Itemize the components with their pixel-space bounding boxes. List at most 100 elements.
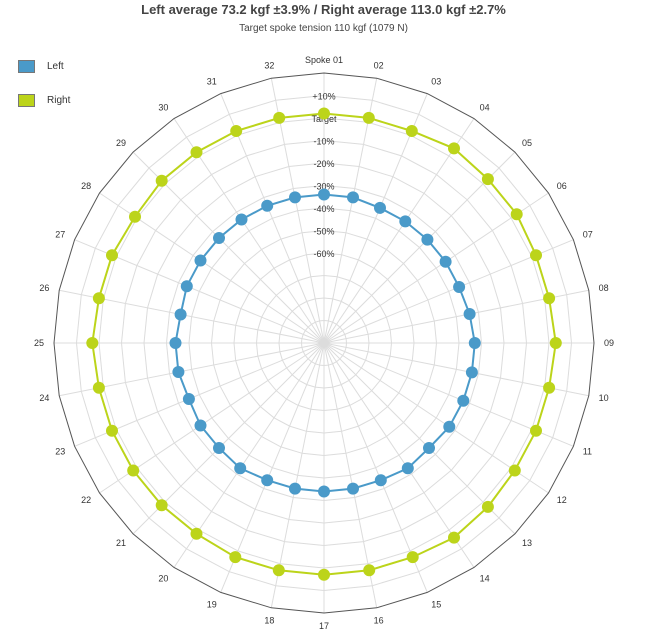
data-point-left [289,482,301,495]
data-point-right [363,564,376,577]
data-point-right [481,173,494,186]
data-point-left [374,474,387,487]
grid-spoke [323,192,549,344]
category-label: 03 [431,77,441,87]
radial-axis-label: -40% [313,204,334,214]
category-label: 26 [39,283,49,293]
data-point-left [347,482,359,495]
category-label: 09 [604,338,614,348]
data-point-left [401,462,414,475]
data-point-right [318,107,330,120]
data-point-left [453,281,466,293]
category-label: 13 [522,538,532,548]
category-label: 18 [264,616,274,626]
legend-swatch-right [18,94,35,107]
category-label: 19 [207,600,217,610]
data-point-left [182,393,195,405]
data-point-right [543,381,556,394]
data-point-left [194,254,207,267]
data-point-left [318,188,330,201]
category-label: 22 [81,495,91,505]
data-point-right [481,500,494,513]
category-label: 07 [583,230,593,240]
grid-spoke [323,342,378,608]
legend-label-left: Left [47,61,64,72]
category-label: Spoke 01 [305,55,343,65]
category-label: 20 [158,573,168,583]
data-point-right [448,142,460,155]
data-point-left [289,191,301,204]
data-point-right [530,424,542,437]
category-label: 32 [264,60,274,70]
radial-axis-label: -10% [313,137,334,147]
category-label: 05 [522,138,532,148]
grid-spoke [323,151,516,344]
data-point-right [406,551,419,564]
data-point-right [106,249,118,262]
category-label: 30 [158,103,168,113]
data-point-left [439,255,452,268]
chart-title: Left average 73.2 kgf ±3.9% / Right aver… [141,2,506,17]
data-point-left [235,213,248,226]
category-label: 27 [55,230,65,240]
data-point-right [230,125,243,137]
grid-spoke [323,342,516,535]
data-point-left [172,366,185,378]
data-point-right [127,464,140,477]
data-point-right [405,125,418,137]
data-point-left [421,233,434,246]
grid-spoke [323,342,428,593]
category-label: 11 [583,446,592,456]
data-point-left [318,485,330,498]
category-label: 21 [116,538,126,548]
legend-item-right[interactable]: Right [18,92,70,109]
data-point-right [92,292,105,305]
data-point-right [273,111,286,124]
data-point-right [86,337,99,349]
data-point-left [174,308,187,321]
category-label: 02 [374,60,384,70]
legend-item-left[interactable]: Left [18,58,70,75]
radial-axis-label: -60% [313,249,334,259]
radial-axis-label: -50% [313,227,334,237]
data-point-left [180,280,193,293]
data-point-left [399,215,412,228]
grid-spoke [270,342,325,608]
data-point-left [457,394,470,407]
outer-boundary [53,72,595,614]
category-label: 29 [116,138,126,148]
data-point-left [261,199,274,212]
grid-spoke [323,342,475,568]
data-point-left [463,308,476,320]
category-label: 25 [34,338,44,348]
data-point-right [543,292,556,305]
data-point-left [374,201,386,214]
data-point-right [92,381,105,394]
data-point-left [423,442,435,454]
chart-subtitle: Target spoke tension 110 kgf (1079 N) [239,23,408,34]
legend-swatch-left [18,60,35,73]
data-point-right [362,111,375,124]
data-point-right [549,337,562,349]
data-point-right [508,464,521,477]
data-point-left [213,442,225,454]
category-label: 17 [319,621,329,631]
data-point-right [229,551,242,564]
category-label: 08 [599,283,609,293]
legend-label-right: Right [47,95,71,106]
data-point-left [213,232,225,244]
radial-axis-label: -30% [313,182,334,192]
category-label: 06 [557,181,567,191]
data-point-right [190,146,203,159]
data-point-left [194,419,207,432]
data-point-right [448,531,460,544]
data-point-right [155,174,168,187]
category-label: 28 [81,181,91,191]
grid-spoke [220,342,325,593]
data-point-left [443,420,456,433]
category-label: 15 [431,600,441,610]
grid-spoke [323,118,475,344]
data-point-left [347,191,359,204]
category-label: 10 [599,393,609,403]
